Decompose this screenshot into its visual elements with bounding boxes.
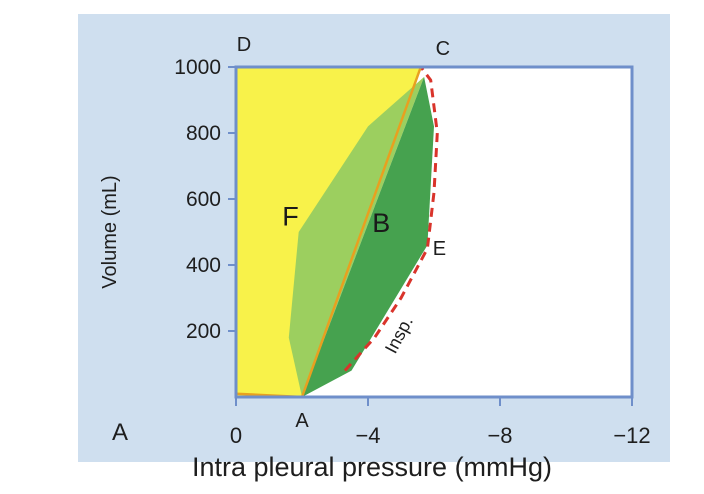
x-tick-label: 0 <box>230 423 242 448</box>
region-2 <box>302 76 434 398</box>
point-label-e: E <box>433 238 446 260</box>
region-label-b: B <box>372 208 390 238</box>
x-tick-label: −12 <box>613 423 650 448</box>
series-line-0 <box>343 66 439 372</box>
y-tick-label: 200 <box>186 320 221 343</box>
plot-frame <box>234 65 634 399</box>
y-axis-label: Volume (mL) <box>99 175 121 288</box>
point-label-c: C <box>436 38 450 60</box>
ticks-layer: 0 −4 −8 −12 200 400 600 800 1000 <box>174 56 650 448</box>
x-axis-label: Intra pleural pressure (mmHg) <box>192 452 552 482</box>
x-tick-label: −8 <box>487 423 512 448</box>
y-tick-label: 600 <box>186 188 221 211</box>
point-label-d: D <box>237 34 251 56</box>
x-tick-label: −4 <box>355 423 380 448</box>
region-label-f: F <box>282 201 299 231</box>
y-tick-label: 400 <box>186 254 221 277</box>
panel-label: A <box>112 419 128 446</box>
point-label-a: A <box>295 410 309 432</box>
y-tick-label: 800 <box>186 122 221 145</box>
regions-layer <box>236 67 434 398</box>
region-1 <box>288 76 425 398</box>
y-tick-label: 1000 <box>174 56 221 79</box>
